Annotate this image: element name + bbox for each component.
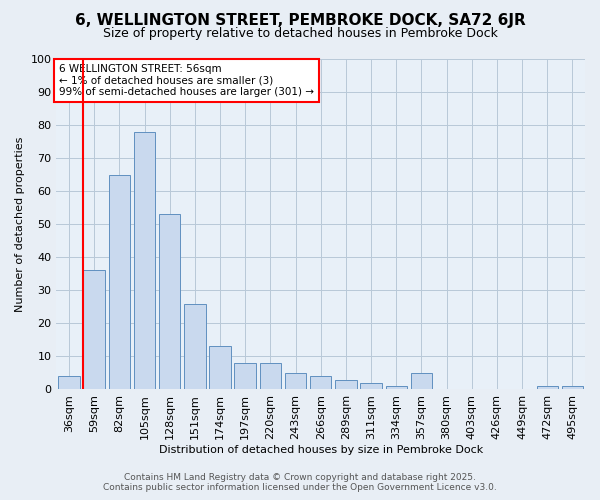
Bar — [209, 346, 231, 390]
Text: Contains HM Land Registry data © Crown copyright and database right 2025.
Contai: Contains HM Land Registry data © Crown c… — [103, 473, 497, 492]
Bar — [184, 304, 206, 390]
Bar — [159, 214, 181, 390]
Bar — [58, 376, 80, 390]
Bar — [134, 132, 155, 390]
X-axis label: Distribution of detached houses by size in Pembroke Dock: Distribution of detached houses by size … — [158, 445, 483, 455]
Y-axis label: Number of detached properties: Number of detached properties — [15, 136, 25, 312]
Text: 6 WELLINGTON STREET: 56sqm
← 1% of detached houses are smaller (3)
99% of semi-d: 6 WELLINGTON STREET: 56sqm ← 1% of detac… — [59, 64, 314, 97]
Bar — [260, 363, 281, 390]
Bar — [335, 380, 356, 390]
Bar — [285, 373, 306, 390]
Bar — [83, 270, 105, 390]
Bar — [310, 376, 331, 390]
Bar — [235, 363, 256, 390]
Bar — [410, 373, 432, 390]
Text: Size of property relative to detached houses in Pembroke Dock: Size of property relative to detached ho… — [103, 28, 497, 40]
Bar — [109, 174, 130, 390]
Bar — [562, 386, 583, 390]
Bar — [386, 386, 407, 390]
Bar — [536, 386, 558, 390]
Text: 6, WELLINGTON STREET, PEMBROKE DOCK, SA72 6JR: 6, WELLINGTON STREET, PEMBROKE DOCK, SA7… — [74, 12, 526, 28]
Bar — [361, 383, 382, 390]
